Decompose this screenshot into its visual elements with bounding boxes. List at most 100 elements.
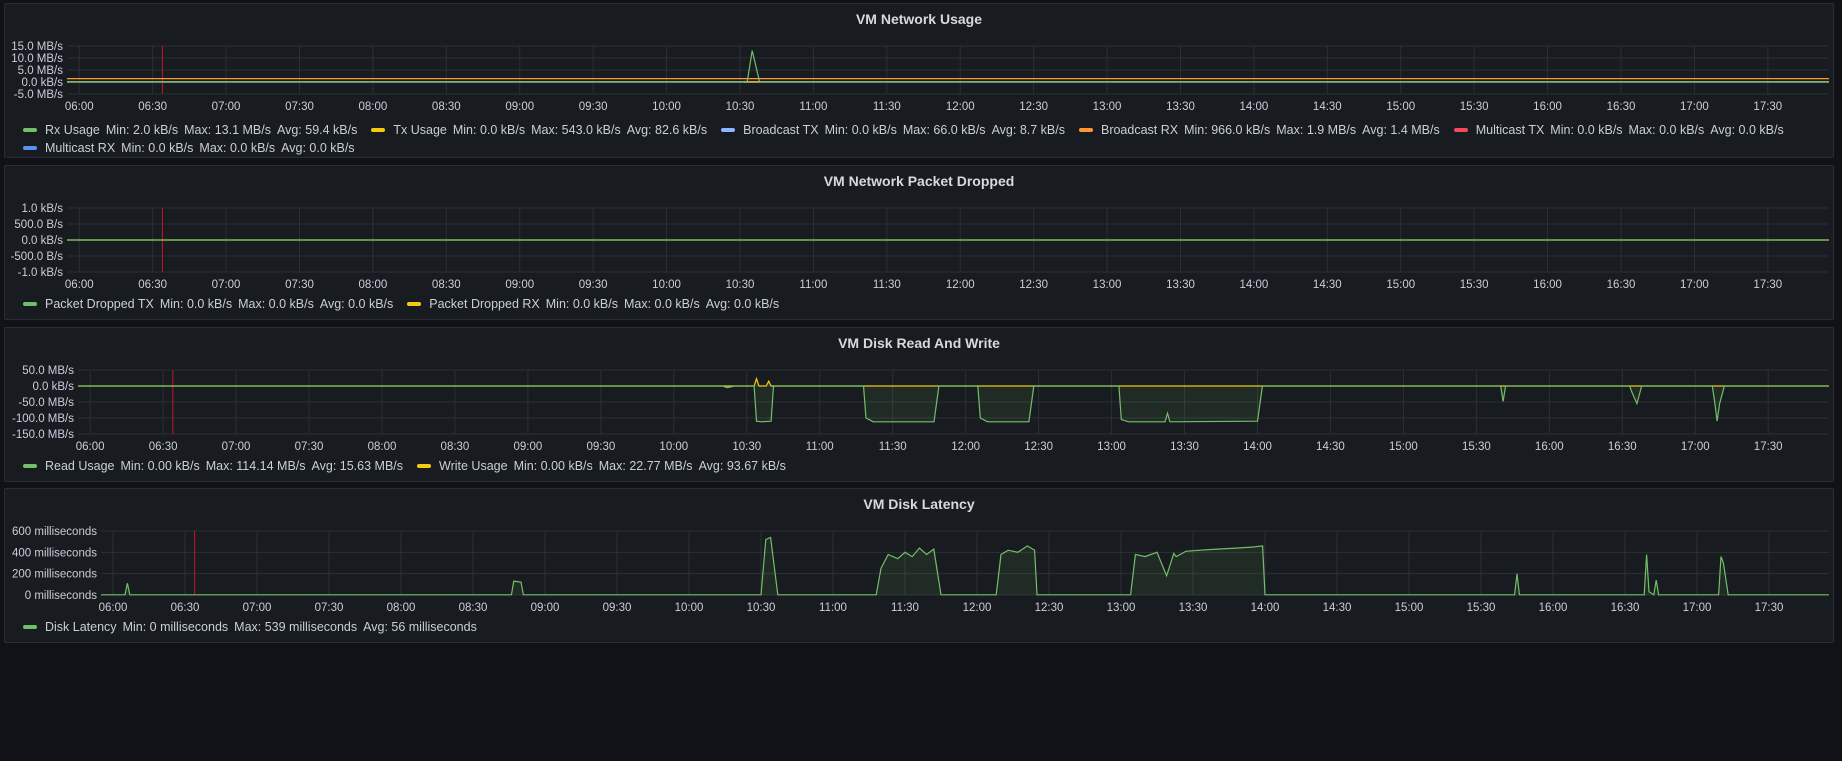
x-tick-label: 12:00 [951, 441, 980, 453]
x-tick-label: 12:00 [963, 602, 992, 614]
y-tick-label: 200 milliseconds [12, 569, 97, 581]
x-tick-label: 10:30 [747, 602, 776, 614]
x-tick-label: 08:00 [359, 279, 388, 291]
legend-max: Max: 0.0 kB/s [238, 297, 314, 311]
legend-item-write-usage[interactable]: Write Usage Min: 0.00 kB/s Max: 22.77 MB/s… [417, 457, 786, 475]
legend-item-broadcast-rx[interactable]: Broadcast RX Min: 966.0 kB/s Max: 1.9 MB/s… [1078, 121, 1440, 139]
x-tick-label: 09:30 [579, 101, 608, 113]
x-tick-label: 17:00 [1681, 441, 1710, 453]
x-tick-label: 16:00 [1539, 602, 1568, 614]
x-tick-label: 14:00 [1240, 101, 1269, 113]
legend-max: Max: 13.1 MB/s [184, 123, 271, 137]
x-tick-label: 14:00 [1243, 441, 1272, 453]
series-area [78, 386, 1829, 422]
legend-swatch [23, 145, 37, 150]
x-tick-label: 10:00 [659, 441, 688, 453]
x-tick-label: 14:30 [1316, 441, 1345, 453]
x-tick-label: 06:30 [171, 602, 200, 614]
x-tick-label: 07:00 [212, 101, 241, 113]
x-tick-label: 15:30 [1467, 602, 1496, 614]
legend-min: Min: 0.0 kB/s [452, 123, 526, 137]
x-tick-label: 13:30 [1166, 101, 1195, 113]
legend-min: Min: 0.00 kB/s [513, 459, 593, 473]
x-tick-label: 17:30 [1753, 101, 1782, 113]
x-tick-label: 11:00 [806, 441, 834, 453]
x-tick-label: 16:30 [1608, 441, 1637, 453]
legend-item-read-usage[interactable]: Read Usage Min: 0.00 kB/s Max: 114.14 MB/s… [23, 457, 403, 475]
legend-avg: Avg: 0.0 kB/s [1710, 123, 1784, 137]
x-tick-label: 11:00 [819, 602, 847, 614]
series-line-read-usage[interactable] [78, 385, 1829, 423]
x-tick-label: 13:00 [1097, 441, 1126, 453]
legend-item-disk-latency[interactable]: Disk Latency Min: 0 milliseconds Max: 539 … [23, 618, 477, 636]
legend-item-packet-dropped-rx[interactable]: Packet Dropped RX Min: 0.0 kB/s Max: 0.0 k… [407, 295, 779, 313]
x-tick-label: 11:00 [799, 279, 827, 291]
x-tick-label: 10:00 [675, 602, 704, 614]
legend-item-tx-usage[interactable]: Tx Usage Min: 0.0 kB/s Max: 543.0 kB/s Avg:… [371, 121, 707, 139]
y-tick-label: 500.0 B/s [14, 219, 63, 231]
x-tick-label: 08:30 [432, 279, 461, 291]
legend: Read Usage Min: 0.00 kB/s Max: 114.14 MB/s… [23, 457, 1823, 475]
x-tick-label: 10:30 [732, 441, 761, 453]
legend-swatch [23, 463, 37, 468]
legend-avg: Avg: 0.0 kB/s [319, 297, 394, 311]
legend-item-broadcast-tx[interactable]: Broadcast TX Min: 0.0 kB/s Max: 66.0 kB/s A… [721, 121, 1065, 139]
x-tick-label: 08:30 [459, 602, 488, 614]
x-tick-label: 08:00 [387, 602, 416, 614]
x-tick-label: 09:30 [579, 279, 608, 291]
y-tick-label: -500.0 B/s [11, 251, 64, 263]
y-tick-label: 50.0 MB/s [22, 365, 74, 377]
x-tick-label: 06:30 [149, 441, 178, 453]
x-tick-label: 12:30 [1019, 101, 1048, 113]
legend-min: Min: 0.00 kB/s [120, 459, 200, 473]
x-tick-label: 08:00 [368, 441, 397, 453]
series-line-rx-usage[interactable] [67, 50, 1829, 83]
x-tick-label: 09:00 [531, 602, 560, 614]
y-tick-label: 5.0 MB/s [18, 65, 64, 77]
x-tick-label: 17:00 [1683, 602, 1712, 614]
panel-title: VM Disk Read And Write [838, 335, 1000, 351]
x-tick-label: 15:00 [1395, 602, 1424, 614]
legend-item-packet-dropped-tx[interactable]: Packet Dropped TX Min: 0.0 kB/s Max: 0.0 k… [23, 295, 393, 313]
legend-min: Min: 0.0 kB/s [545, 297, 618, 311]
series-area [78, 378, 1829, 386]
x-tick-label: 10:30 [726, 101, 755, 113]
legend-item-rx-usage[interactable]: Rx Usage Min: 2.0 kB/s Max: 13.1 MB/s Avg: … [23, 121, 357, 139]
x-tick-label: 11:30 [891, 602, 919, 614]
x-tick-label: 14:30 [1313, 101, 1342, 113]
legend-swatch [23, 624, 37, 629]
legend-item-multicast-tx[interactable]: Multicast TX Min: 0.0 kB/s Max: 0.0 kB/s Av… [1453, 121, 1784, 139]
x-tick-label: 06:30 [138, 279, 167, 291]
y-tick-label: 10.0 MB/s [11, 53, 63, 65]
legend-avg: Avg: 15.63 MB/s [311, 459, 404, 473]
series-area [101, 537, 1829, 595]
panel-disk-read-write: VM Disk Read And Write 50.0 MB/s 0.0 kB/s… [4, 327, 1834, 482]
legend-avg: Avg: 56 milliseconds [363, 620, 477, 634]
legend-min: Min: 2.0 kB/s [105, 123, 179, 137]
legend-avg: Avg: 1.4 MB/s [1362, 123, 1440, 137]
x-tick-label: 16:00 [1533, 101, 1562, 113]
x-tick-label: 07:00 [243, 602, 272, 614]
x-tick-label: 07:30 [315, 602, 344, 614]
x-tick-label: 15:30 [1460, 101, 1489, 113]
legend-max: Max: 22.77 MB/s [598, 459, 693, 473]
panel-disk-latency: VM Disk Latency 600 milliseconds 400 mill… [4, 488, 1834, 643]
x-tick-label: 10:00 [652, 279, 681, 291]
x-tick-label: 09:30 [586, 441, 615, 453]
x-tick-label: 13:00 [1093, 279, 1122, 291]
series-line-disk-latency[interactable] [101, 536, 1829, 596]
series-line-write-usage[interactable] [78, 376, 1829, 387]
legend-item-multicast-rx[interactable]: Multicast RX Min: 0.0 kB/s Max: 0.0 kB/s Av… [23, 139, 355, 157]
x-tick-label: 16:30 [1607, 101, 1636, 113]
x-tick-label: 12:30 [1035, 602, 1064, 614]
x-tick-label: 07:30 [285, 101, 314, 113]
x-tick-label: 14:30 [1323, 602, 1352, 614]
x-tick-label: 07:00 [212, 279, 241, 291]
legend-avg: Avg: 93.67 kB/s [698, 459, 786, 473]
x-tick-label: 07:30 [285, 279, 314, 291]
x-tick-label: 09:00 [505, 101, 534, 113]
x-tick-label: 14:30 [1313, 279, 1342, 291]
legend-avg: Avg: 82.6 kB/s [626, 123, 708, 137]
legend-swatch [407, 301, 422, 306]
legend-swatch [1078, 127, 1093, 132]
